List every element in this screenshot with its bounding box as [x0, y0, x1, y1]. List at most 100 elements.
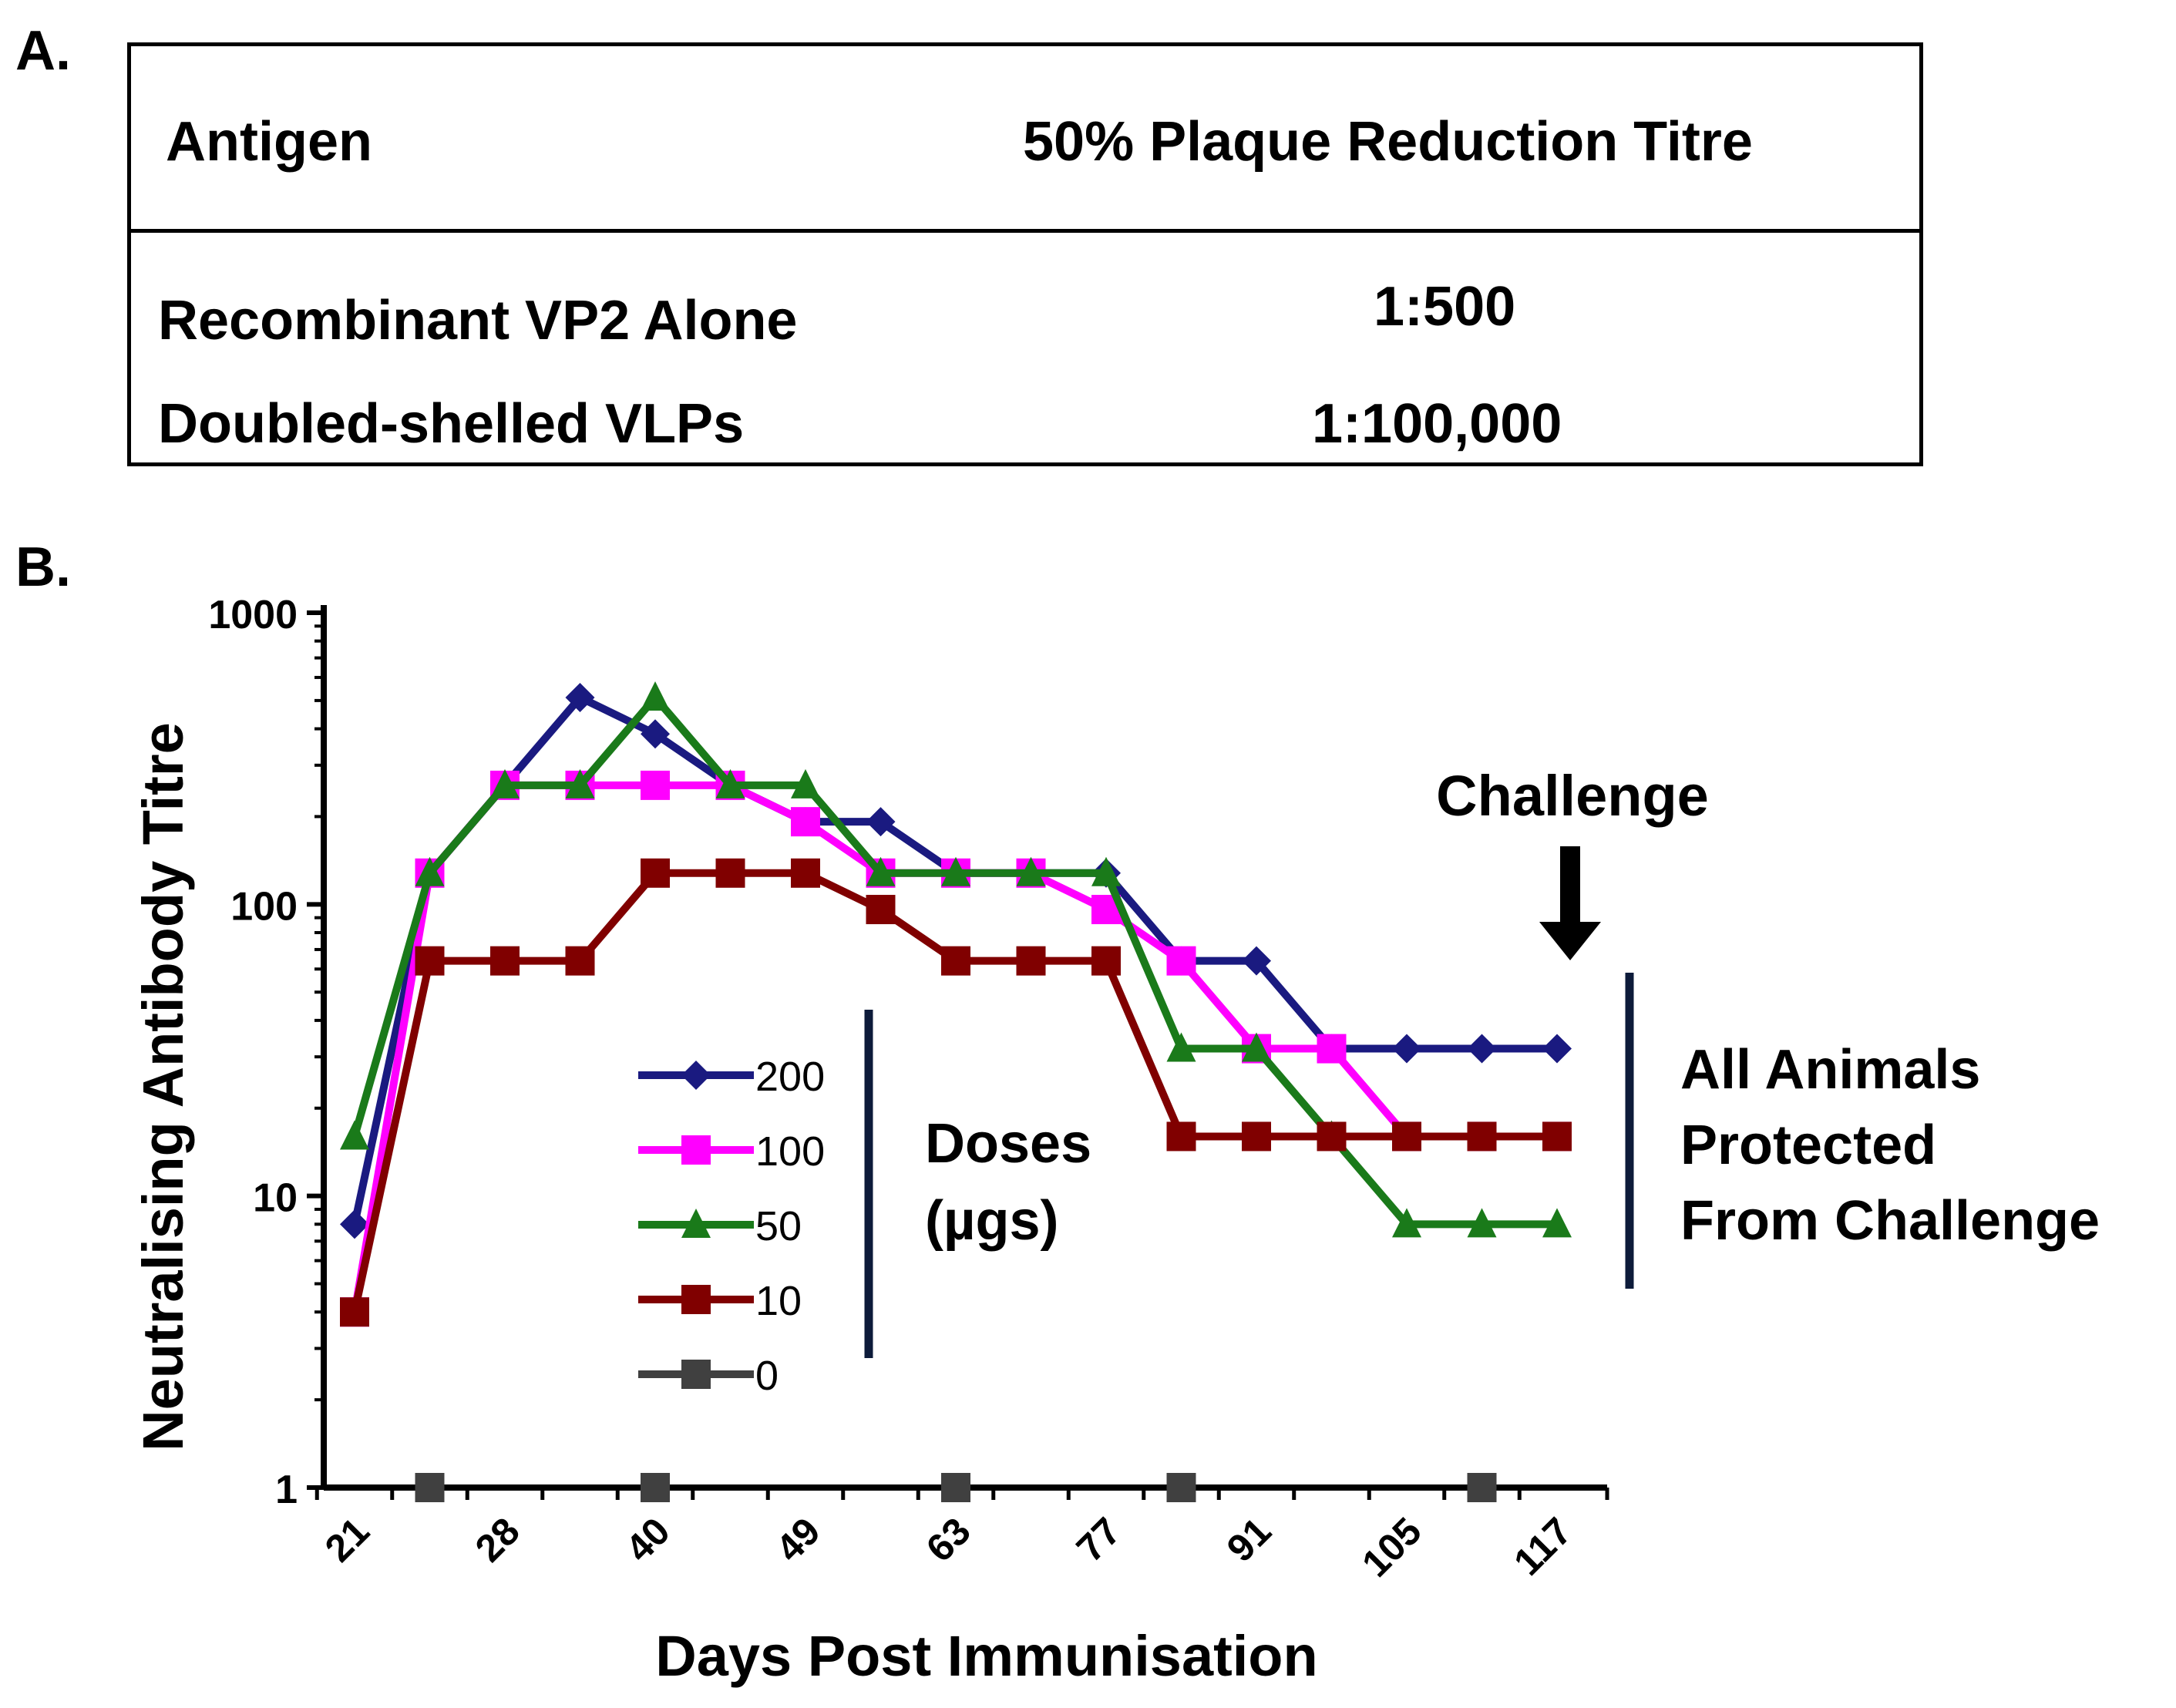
data-point-50 [1467, 1208, 1497, 1238]
data-point-10 [1542, 1121, 1572, 1152]
data-point-50 [715, 768, 745, 799]
data-point-200 [1242, 946, 1271, 976]
data-point-100 [791, 807, 820, 837]
data-point-0 [415, 1473, 445, 1502]
legend-item-50: 50 [638, 1203, 802, 1249]
data-point-50 [941, 856, 970, 886]
data-point-10 [791, 858, 820, 888]
challenge-label: Challenge [1436, 764, 1709, 828]
x-tick-label: 77 [1068, 1509, 1129, 1570]
table-divider [131, 229, 1919, 233]
data-point-10 [1166, 1121, 1196, 1152]
panel-b-label: B. [15, 536, 71, 598]
data-point-50 [1091, 856, 1121, 886]
data-point-10 [1392, 1121, 1421, 1152]
data-point-10 [641, 858, 670, 888]
x-tick-label: 105 [1354, 1509, 1430, 1585]
data-point-50 [866, 856, 896, 886]
legend-label: 200 [755, 1054, 825, 1100]
legend-label: 100 [755, 1128, 825, 1175]
data-point-0 [641, 1473, 670, 1502]
data-point-200 [565, 682, 595, 712]
table-header-titre: 50% Plaque Reduction Titre [1023, 111, 1753, 173]
data-point-50 [1016, 856, 1046, 886]
data-point-10 [565, 946, 595, 976]
data-point-200 [1467, 1034, 1497, 1064]
data-point-10 [1091, 946, 1121, 976]
data-point-50 [1392, 1208, 1421, 1238]
data-point-50 [791, 768, 820, 799]
antigen-table: Antigen 50% Plaque Reduction Titre Recom… [127, 42, 1923, 466]
x-tick-label: 28 [467, 1509, 528, 1570]
data-point-50 [565, 768, 595, 799]
legend-marker [681, 1209, 711, 1238]
data-point-50 [1166, 1032, 1196, 1062]
x-tick-label: 63 [918, 1509, 979, 1570]
legend-marker [681, 1061, 711, 1090]
data-point-10 [340, 1297, 369, 1327]
legend-label: 10 [755, 1278, 802, 1324]
data-point-0 [1166, 1473, 1196, 1502]
doses-unit-label: (µgs) [925, 1190, 1058, 1252]
data-point-200 [340, 1209, 369, 1239]
y-tick-label: 10 [253, 1176, 298, 1221]
data-point-50 [340, 1120, 369, 1150]
legend-label: 0 [755, 1353, 779, 1399]
data-point-50 [490, 768, 520, 799]
data-point-10 [1467, 1121, 1497, 1152]
legend-item-0: 0 [638, 1353, 779, 1399]
y-ticks: 1 10 100 1000 [208, 593, 324, 1512]
legend-item-100: 100 [638, 1128, 825, 1175]
x-tick-label: 40 [617, 1509, 678, 1570]
data-point-10 [1317, 1121, 1347, 1152]
data-point-10 [490, 946, 520, 976]
protected-label-line-2: Protected [1680, 1115, 1936, 1176]
data-point-10 [415, 946, 445, 976]
table-row-2-antigen: Doubled-shelled VLPs [158, 393, 745, 455]
data-point-10 [715, 858, 745, 888]
legend-label: 50 [755, 1203, 802, 1249]
series-50 [340, 681, 1572, 1238]
x-tick-label: 49 [768, 1509, 829, 1570]
data-point-50 [641, 681, 670, 711]
protected-label-line-3: From Challenge [1680, 1190, 2100, 1252]
data-point-50 [1542, 1208, 1572, 1238]
x-tick-label: 117 [1505, 1509, 1580, 1584]
y-tick-label: 1 [275, 1468, 298, 1512]
data-point-0 [1467, 1473, 1497, 1502]
table-row-1-titre: 1:500 [1374, 276, 1516, 338]
challenge-arrow-icon [1539, 846, 1601, 960]
data-point-100 [1317, 1034, 1347, 1064]
x-axis-title: Days Post Immunisation [655, 1624, 1317, 1688]
data-point-10 [941, 946, 970, 976]
data-point-200 [1392, 1034, 1421, 1064]
legend-marker [681, 1285, 711, 1314]
table-row-1-antigen: Recombinant VP2 Alone [158, 290, 798, 351]
data-point-200 [641, 719, 670, 749]
protected-label-line-1: All Animals [1680, 1039, 1980, 1101]
legend-marker [681, 1360, 711, 1389]
data-point-100 [641, 770, 670, 800]
panel-a-label: A. [15, 20, 71, 82]
legend-marker [681, 1135, 711, 1165]
data-point-0 [941, 1473, 970, 1502]
x-ticks: 21 28 40 49 63 77 91 105 117 [314, 1488, 1609, 1585]
x-tick-label: 91 [1219, 1509, 1280, 1570]
y-tick-label: 100 [230, 884, 298, 929]
data-point-50 [415, 856, 445, 886]
data-point-10 [1242, 1121, 1271, 1152]
doses-label: Doses [925, 1113, 1091, 1175]
data-point-100 [1166, 946, 1196, 976]
table-header-antigen: Antigen [166, 111, 372, 173]
legend-item-10: 10 [638, 1278, 802, 1324]
data-point-10 [866, 895, 896, 925]
data-point-10 [1016, 946, 1046, 976]
y-tick-label: 1000 [208, 593, 298, 637]
legend-item-200: 200 [638, 1054, 825, 1100]
data-point-200 [1542, 1034, 1572, 1064]
series-10 [340, 858, 1572, 1327]
data-point-200 [866, 807, 896, 837]
table-row-2-titre: 1:100,000 [1312, 393, 1562, 455]
